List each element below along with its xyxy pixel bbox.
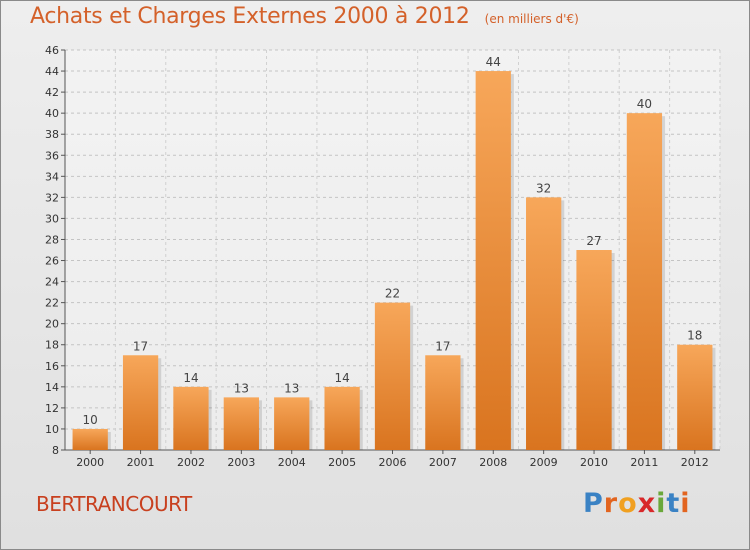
x-tick-label: 2006 — [379, 456, 407, 469]
bars — [72, 71, 716, 450]
bar-value-label: 14 — [334, 371, 349, 385]
bar-value-label: 14 — [183, 371, 198, 385]
proxiti-logo: Proxiti — [583, 488, 691, 519]
y-tick-label: 44 — [45, 65, 59, 78]
y-tick-label: 46 — [45, 44, 59, 57]
y-tick-label: 24 — [45, 276, 59, 289]
bar — [374, 302, 411, 450]
bar-value-label: 17 — [435, 339, 450, 353]
y-tick-label: 14 — [45, 381, 59, 394]
bar — [475, 71, 511, 450]
bar — [72, 428, 108, 450]
chart-subtitle: (en milliers d'€) — [484, 12, 579, 26]
x-tick-label: 2011 — [630, 456, 658, 469]
logo-letter: i — [680, 488, 691, 519]
logo-letter: P — [583, 488, 604, 519]
bar — [677, 344, 713, 450]
y-tick-label: 34 — [45, 170, 59, 183]
x-tick-label: 2002 — [177, 456, 205, 469]
logo-letter: i — [656, 488, 667, 519]
y-tick-label: 10 — [45, 423, 59, 436]
bar — [324, 386, 360, 450]
x-tick-label: 2009 — [530, 456, 558, 469]
y-tick-label: 12 — [45, 402, 59, 415]
bar-value-label: 44 — [486, 55, 501, 69]
bar-value-label: 40 — [637, 97, 652, 111]
bar-value-label: 18 — [687, 329, 702, 343]
logo-letter: o — [618, 488, 638, 519]
x-tick-label: 2004 — [278, 456, 306, 469]
y-tick-label: 28 — [45, 233, 59, 246]
bar — [425, 355, 461, 450]
bar-value-label: 13 — [234, 381, 249, 395]
x-tick-label: 2008 — [479, 456, 507, 469]
y-tick-label: 18 — [45, 339, 59, 352]
labels: 8 10 12 14 16 18 20 22 24 26 28 30 32 34 36 38 40 42 44 46 1… — [45, 44, 709, 469]
y-tick-label: 30 — [45, 212, 59, 225]
bar-value-label: 27 — [586, 234, 601, 248]
logo-letter: r — [603, 488, 619, 519]
y-tick-label: 36 — [45, 149, 59, 162]
x-tick-label: 2001 — [127, 456, 155, 469]
commune-name: BERTRANCOURT — [36, 492, 192, 516]
y-tick-label: 40 — [45, 107, 59, 120]
x-tick-label: 2005 — [328, 456, 356, 469]
logo-letter: x — [637, 488, 657, 519]
y-tick-label: 20 — [45, 318, 59, 331]
chart-title: Achats et Charges Externes 2000 à 2012 — [30, 4, 470, 29]
bar — [223, 397, 259, 450]
x-tick-label: 2012 — [681, 456, 709, 469]
bar-value-label: 32 — [536, 181, 551, 195]
x-tick-label: 2007 — [429, 456, 457, 469]
bar — [526, 197, 562, 450]
x-tick-label: 2000 — [76, 456, 104, 469]
bar — [576, 250, 612, 450]
y-tick-label: 32 — [45, 191, 59, 204]
logo-letter: t — [666, 488, 681, 519]
bar-value-label: 13 — [284, 381, 299, 395]
bar — [626, 113, 663, 450]
y-tick-label: 38 — [45, 128, 59, 141]
y-tick-label: 8 — [52, 444, 59, 457]
y-tick-label: 16 — [45, 360, 59, 373]
bar — [173, 386, 209, 450]
x-tick-label: 2003 — [227, 456, 255, 469]
bar — [122, 355, 159, 450]
y-tick-label: 22 — [45, 297, 59, 310]
y-tick-label: 42 — [45, 86, 59, 99]
y-tick-label: 26 — [45, 255, 59, 268]
x-tick-label: 2010 — [580, 456, 608, 469]
bar-value-label: 17 — [133, 339, 148, 353]
title-row: Achats et Charges Externes 2000 à 2012 (… — [30, 4, 579, 29]
bar-value-label: 22 — [385, 287, 400, 301]
bar-value-label: 10 — [83, 413, 98, 427]
bar — [274, 397, 310, 450]
